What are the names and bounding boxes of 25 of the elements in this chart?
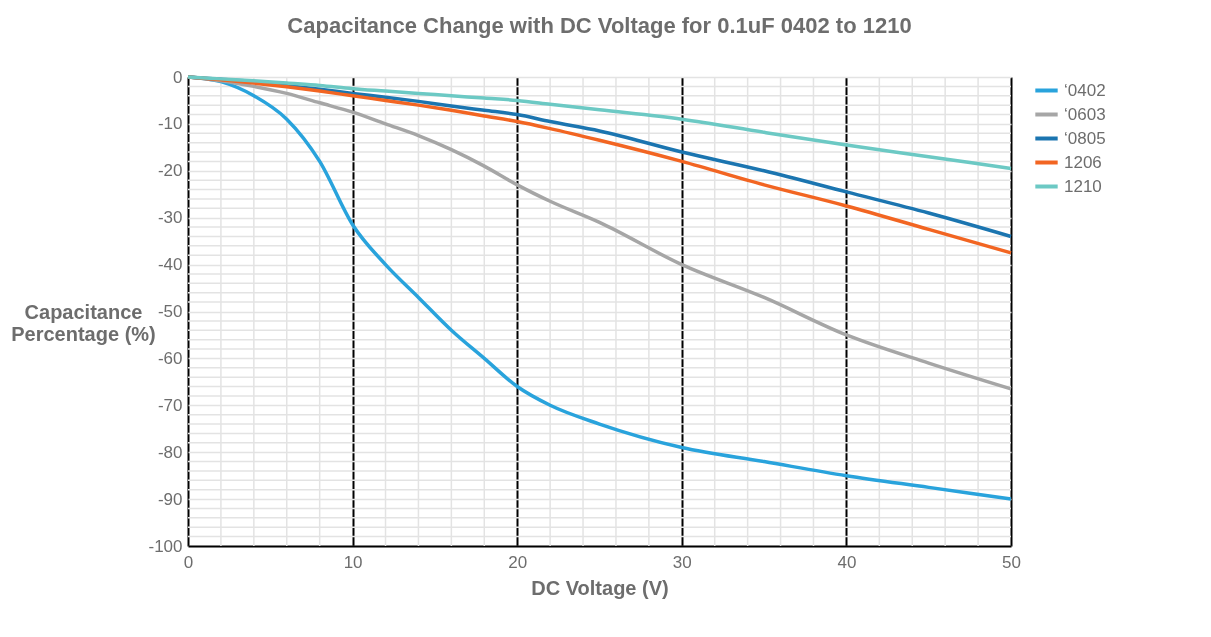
y-tick-label: 0 bbox=[173, 67, 183, 87]
legend-label: ‘0402 bbox=[1064, 80, 1106, 100]
chart-title: Capacitance Change with DC Voltage for 0.1uF 0402 to 1210 bbox=[287, 13, 912, 38]
legend-label: 1206 bbox=[1064, 152, 1102, 172]
y-tick-label: -30 bbox=[157, 208, 183, 228]
y-tick-label: -40 bbox=[157, 255, 183, 275]
x-axis-title: DC Voltage (V) bbox=[531, 576, 669, 599]
legend-label: ‘0805 bbox=[1064, 128, 1106, 148]
y-tick-label: -70 bbox=[157, 395, 183, 415]
y-tick-label: -50 bbox=[157, 302, 183, 321]
y-tick-label: -10 bbox=[157, 114, 183, 134]
y-tick-label: -90 bbox=[157, 489, 183, 509]
x-tick-label: 20 bbox=[508, 552, 528, 572]
y-tick-label: -100 bbox=[148, 536, 183, 556]
y-tick-label: -20 bbox=[157, 161, 183, 181]
line-series bbox=[186, 75, 1013, 171]
y-tick-label: -60 bbox=[157, 348, 183, 368]
x-tick-label: 30 bbox=[672, 552, 692, 572]
y-tick-label: -80 bbox=[157, 442, 183, 462]
x-tick-label: 40 bbox=[837, 552, 857, 572]
legend-label: 1210 bbox=[1064, 176, 1102, 196]
x-tick-label: 10 bbox=[343, 552, 363, 572]
x-tick-label: 50 bbox=[1002, 552, 1021, 572]
legend-label: ‘0603 bbox=[1064, 104, 1106, 124]
y-axis-title: Capacitance Percentage (%) bbox=[11, 300, 156, 345]
